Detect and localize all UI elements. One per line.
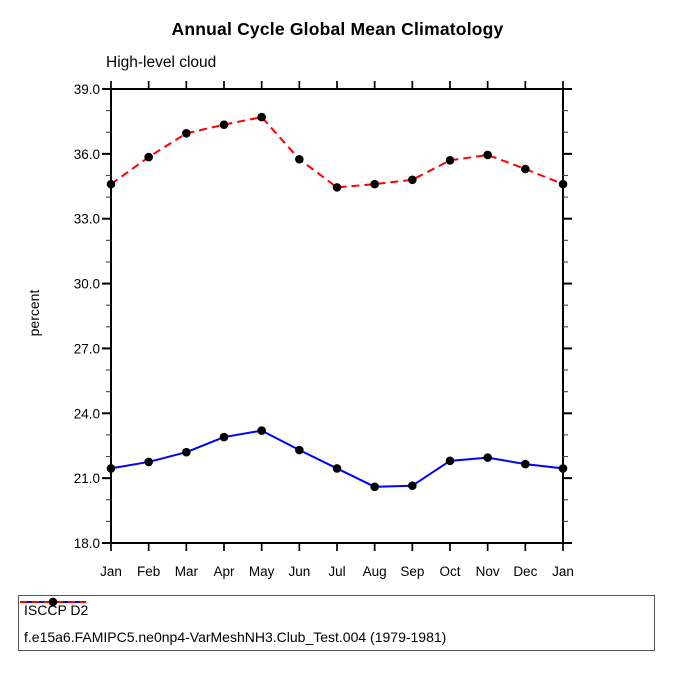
y-tick-label: 30.0 [74,277,100,292]
legend-line-sample-dashed [20,597,86,607]
data-point [295,445,304,455]
x-tick-label: Aug [363,564,387,579]
data-point [445,156,455,165]
y-tick-label: 36.0 [74,147,100,162]
chart-subtitle: High-level cloud [106,54,217,71]
data-point [445,456,455,466]
x-tick-label: Mar [175,564,199,579]
data-point [257,426,266,435]
data-point [558,179,568,189]
data-point [483,453,492,462]
data-point [144,457,153,467]
y-tick-label: 21.0 [74,471,100,486]
legend-item-model: f.e15a6.FAMIPC5.ne0np4-VarMeshNH3.Club_T… [20,597,654,650]
data-point [370,179,379,189]
legend-label-obs: ISCCP D2 [24,601,89,618]
data-point [558,464,568,473]
x-tick-label: Jan [552,564,574,579]
legend: ISCCP D2 f.e15a6.FAMIPC5.ne0np4-VarMeshN… [18,595,655,651]
y-tick-label: 18.0 [74,536,100,551]
x-tick-label: Oct [439,564,460,579]
data-point [106,179,116,189]
y-tick-label: 24.0 [74,406,100,421]
data-point [182,447,191,457]
x-tick-label: Jul [328,564,345,579]
series-line-obs [110,429,564,488]
y-tick-label: 39.0 [74,82,100,97]
x-tick-label: Sep [400,564,424,579]
x-tick-label: Nov [476,564,500,579]
x-tick-label: Jun [288,564,310,579]
data-point [295,154,304,164]
data-point [483,150,492,160]
data-point [370,482,379,492]
legend-item-obs: ISCCP D2 [20,596,654,623]
data-point [521,459,530,469]
x-tick-label: Dec [513,564,537,579]
data-point [332,464,342,473]
data-point [219,120,229,129]
x-tick-label: May [249,564,275,579]
legend-marker-dot [48,597,58,607]
data-point [257,112,266,122]
data-point [144,152,153,162]
data-point [106,464,116,473]
data-point [332,183,342,192]
y-tick-label: 33.0 [74,212,100,227]
x-tick-label: Apr [213,564,235,579]
data-point [219,432,229,442]
data-point [408,481,417,491]
data-point [521,164,530,174]
data-point [182,129,191,138]
chart-title: Annual Cycle Global Mean Climatology [171,19,504,39]
legend-label-model: f.e15a6.FAMIPC5.ne0np4-VarMeshNH3.Club_T… [24,628,447,645]
data-point [408,175,417,185]
x-tick-label: Jan [100,564,122,579]
series-line-model [110,116,564,189]
x-tick-label: Feb [137,564,160,579]
y-tick-label: 27.0 [74,341,100,356]
